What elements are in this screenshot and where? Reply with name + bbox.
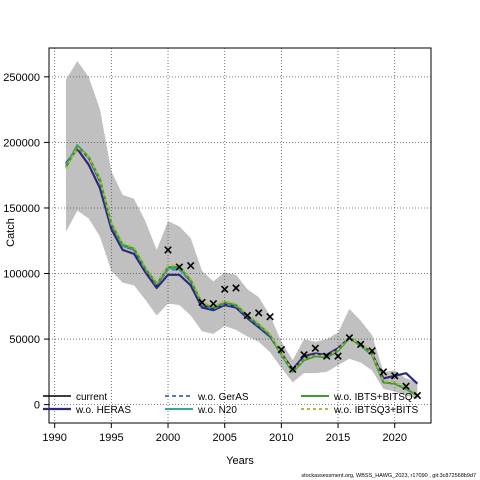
legend-label: w.o. IBTS+BITSQ <box>333 392 413 403</box>
observed-point <box>277 345 286 354</box>
observed-point <box>379 368 388 376</box>
observed-point-stroke <box>243 311 252 320</box>
observed-point <box>334 352 342 360</box>
grid-layer <box>49 48 431 423</box>
observed-point-stroke <box>322 352 331 360</box>
observed-point-stroke <box>186 261 195 270</box>
legend: current w.o. HERAS w.o. GerAS w.o. N20 w.o. … <box>43 392 419 416</box>
observed-point <box>243 311 252 320</box>
observed-point <box>368 347 376 355</box>
uncertainty-band-layer <box>66 61 418 400</box>
observed-point-stroke <box>164 246 172 254</box>
y-tick-label: 100000 <box>3 269 40 281</box>
axis-layer: 1990 1995 2000 2005 2010 2015 2020 0 50000 100000… <box>3 72 407 444</box>
observed-point-stroke <box>220 285 229 294</box>
x-tick-label: 1990 <box>42 432 66 444</box>
x-axis-title: Years <box>226 455 254 467</box>
observed-point <box>356 340 365 349</box>
observed-point <box>175 263 184 271</box>
observed-point-stroke <box>266 313 274 321</box>
x-tick-label: 2005 <box>212 432 236 444</box>
legend-label: w.o. N20 <box>197 405 237 416</box>
observed-point-stroke <box>209 299 218 308</box>
observed-point <box>288 365 297 374</box>
footnote: stockassessment.org, WBSS_HAWG_2023, r17… <box>301 473 476 479</box>
observed-point-stroke <box>334 352 342 360</box>
series-line <box>65 146 418 396</box>
observed-point-stroke <box>345 334 354 342</box>
confidence-band <box>66 61 418 400</box>
observed-point <box>413 391 422 400</box>
observed-point <box>390 372 399 380</box>
legend-label: w.o. HERAS <box>75 405 131 416</box>
observed-point-stroke <box>402 382 410 391</box>
observed-point <box>300 351 308 359</box>
observed-point <box>402 382 410 391</box>
observed-point <box>164 246 172 254</box>
observed-point-stroke <box>254 309 263 317</box>
y-tick-label: 0 <box>34 400 40 412</box>
y-tick-label: 250000 <box>3 72 40 84</box>
observed-point-stroke <box>390 372 399 380</box>
observed-point <box>209 299 218 308</box>
y-tick-label: 200000 <box>3 137 40 149</box>
observed-point <box>232 284 240 292</box>
observed-point-stroke <box>232 284 240 292</box>
y-axis-title: Catch <box>5 218 17 247</box>
x-tick-label: 2000 <box>156 432 180 444</box>
observed-point <box>254 309 263 317</box>
observed-point <box>220 285 229 294</box>
observed-point-stroke <box>175 263 184 271</box>
legend-label: current <box>76 392 107 403</box>
observed-point <box>322 352 331 360</box>
observed-point-stroke <box>288 365 297 374</box>
y-tick-label: 50000 <box>9 334 40 346</box>
legend-label: w.o. IBTSQ3+BITS <box>333 405 419 416</box>
x-tick-label: 1995 <box>99 432 123 444</box>
observed-point <box>345 334 354 342</box>
observed-point-stroke <box>379 368 388 376</box>
observed-point <box>186 261 195 270</box>
x-tick-label: 2020 <box>382 432 406 444</box>
y-tick-label: 150000 <box>3 203 40 215</box>
observed-point-stroke <box>356 340 365 349</box>
observed-points-layer <box>164 246 422 400</box>
observed-point-stroke <box>277 345 286 354</box>
plot-frame <box>48 47 432 424</box>
observed-point <box>198 298 206 307</box>
observed-point-stroke <box>413 391 422 400</box>
x-tick-label: 2015 <box>326 432 350 444</box>
legend-label: w.o. GerAS <box>197 392 249 403</box>
observed-point-stroke <box>198 298 206 307</box>
observed-point-stroke <box>368 347 376 355</box>
observed-point <box>266 313 274 321</box>
observed-point-stroke <box>300 351 308 359</box>
observed-point <box>311 344 320 353</box>
observed-point-stroke <box>311 344 320 353</box>
x-tick-label: 2010 <box>269 432 293 444</box>
